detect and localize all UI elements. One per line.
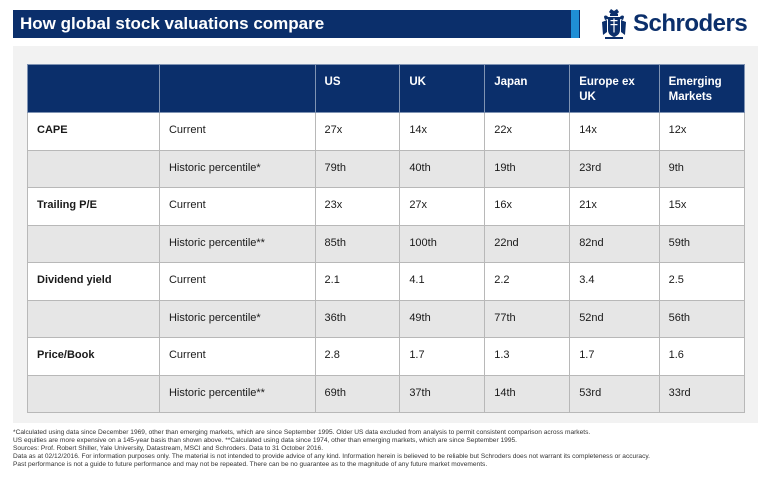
metric-label xyxy=(27,224,160,263)
schroders-crest-icon xyxy=(602,9,626,39)
measure-label: Current xyxy=(158,262,316,301)
value-cell: 14x xyxy=(399,112,486,151)
header-blank-type xyxy=(158,64,316,113)
table-row: Historic percentile** 69th 37th 14th 53rd 33r… xyxy=(27,374,746,413)
footnotes: *Calculated using data since December 19… xyxy=(13,429,763,469)
table-row: Historic percentile* 79th 40th 19th 23rd 9th xyxy=(27,149,746,188)
table-row: Price/Book Current 2.8 1.7 1.3 1.7 1.6 xyxy=(27,337,746,376)
measure-label: Historic percentile* xyxy=(158,149,316,188)
measure-label: Historic percentile* xyxy=(158,299,316,338)
title-accent-bar xyxy=(571,10,579,38)
value-cell: 4.1 xyxy=(399,262,486,301)
value-cell: 100th xyxy=(399,224,486,263)
value-cell: 1.7 xyxy=(569,337,660,376)
footnote-line: *Calculated using data since December 19… xyxy=(13,429,591,436)
value-cell: 77th xyxy=(484,299,571,338)
page-title: How global stock valuations compare xyxy=(13,10,580,38)
value-cell: 33rd xyxy=(658,374,746,413)
value-cell: 69th xyxy=(314,374,401,413)
column-header: Europe ex UK xyxy=(569,64,660,113)
value-cell: 9th xyxy=(658,149,746,188)
value-cell: 1.7 xyxy=(399,337,486,376)
value-cell: 2.5 xyxy=(658,262,746,301)
value-cell: 3.4 xyxy=(569,262,660,301)
measure-label: Current xyxy=(158,112,316,151)
value-cell: 12x xyxy=(658,112,746,151)
brand-logo: Schroders xyxy=(600,8,748,40)
value-cell: 2.2 xyxy=(484,262,571,301)
column-header: Emerging Markets xyxy=(658,64,746,113)
header-blank-metric xyxy=(27,64,160,113)
metric-label: Dividend yield xyxy=(27,262,160,301)
value-cell: 49th xyxy=(399,299,486,338)
metric-label xyxy=(27,374,160,413)
value-cell: 37th xyxy=(399,374,486,413)
column-header: US xyxy=(314,64,401,113)
brand-name: Schroders xyxy=(633,10,748,37)
metric-label: CAPE xyxy=(27,112,160,151)
value-cell: 27x xyxy=(314,112,401,151)
measure-label: Current xyxy=(158,187,316,226)
column-header: Japan xyxy=(484,64,571,113)
value-cell: 16x xyxy=(484,187,571,226)
footnote-line: Past performance is not a guide to futur… xyxy=(13,461,488,468)
value-cell: 14th xyxy=(484,374,571,413)
value-cell: 79th xyxy=(314,149,401,188)
table-row: CAPE Current 27x 14x 22x 14x 12x xyxy=(27,112,746,151)
value-cell: 53rd xyxy=(569,374,660,413)
value-cell: 27x xyxy=(399,187,486,226)
value-cell: 14x xyxy=(569,112,660,151)
value-cell: 36th xyxy=(314,299,401,338)
table-header-row: US UK Japan Europe ex UK Emerging Market… xyxy=(27,64,746,113)
value-cell: 15x xyxy=(658,187,746,226)
metric-label xyxy=(27,299,160,338)
metric-label: Trailing P/E xyxy=(27,187,160,226)
value-cell: 1.6 xyxy=(658,337,746,376)
footnote-line: US equities are more expensive on a 145-… xyxy=(13,437,517,444)
footnote-line: Data as at 02/12/2016. For information p… xyxy=(13,453,651,460)
value-cell: 22nd xyxy=(484,224,571,263)
value-cell: 19th xyxy=(484,149,571,188)
metric-label: Price/Book xyxy=(27,337,160,376)
value-cell: 21x xyxy=(569,187,660,226)
table-row: Dividend yield Current 2.1 4.1 2.2 3.4 2.5 xyxy=(27,262,746,301)
metric-label xyxy=(27,149,160,188)
value-cell: 82nd xyxy=(569,224,660,263)
value-cell: 23rd xyxy=(569,149,660,188)
value-cell: 52nd xyxy=(569,299,660,338)
measure-label: Historic percentile** xyxy=(158,374,316,413)
measure-label: Historic percentile** xyxy=(158,224,316,263)
footnote-line: Sources: Prof. Robert Shiller, Yale Univ… xyxy=(13,445,324,452)
value-cell: 2.1 xyxy=(314,262,401,301)
value-cell: 85th xyxy=(314,224,401,263)
valuations-table: US UK Japan Europe ex UK Emerging Market… xyxy=(27,64,746,413)
column-header: UK xyxy=(399,64,486,113)
value-cell: 56th xyxy=(658,299,746,338)
measure-label: Current xyxy=(158,337,316,376)
value-cell: 2.8 xyxy=(314,337,401,376)
table-row: Trailing P/E Current 23x 27x 16x 21x 15x xyxy=(27,187,746,226)
value-cell: 22x xyxy=(484,112,571,151)
value-cell: 40th xyxy=(399,149,486,188)
value-cell: 1.3 xyxy=(484,337,571,376)
value-cell: 59th xyxy=(658,224,746,263)
value-cell: 23x xyxy=(314,187,401,226)
table-row: Historic percentile* 36th 49th 77th 52nd 56th xyxy=(27,299,746,338)
table-row: Historic percentile** 85th 100th 22nd 82nd 59… xyxy=(27,224,746,263)
